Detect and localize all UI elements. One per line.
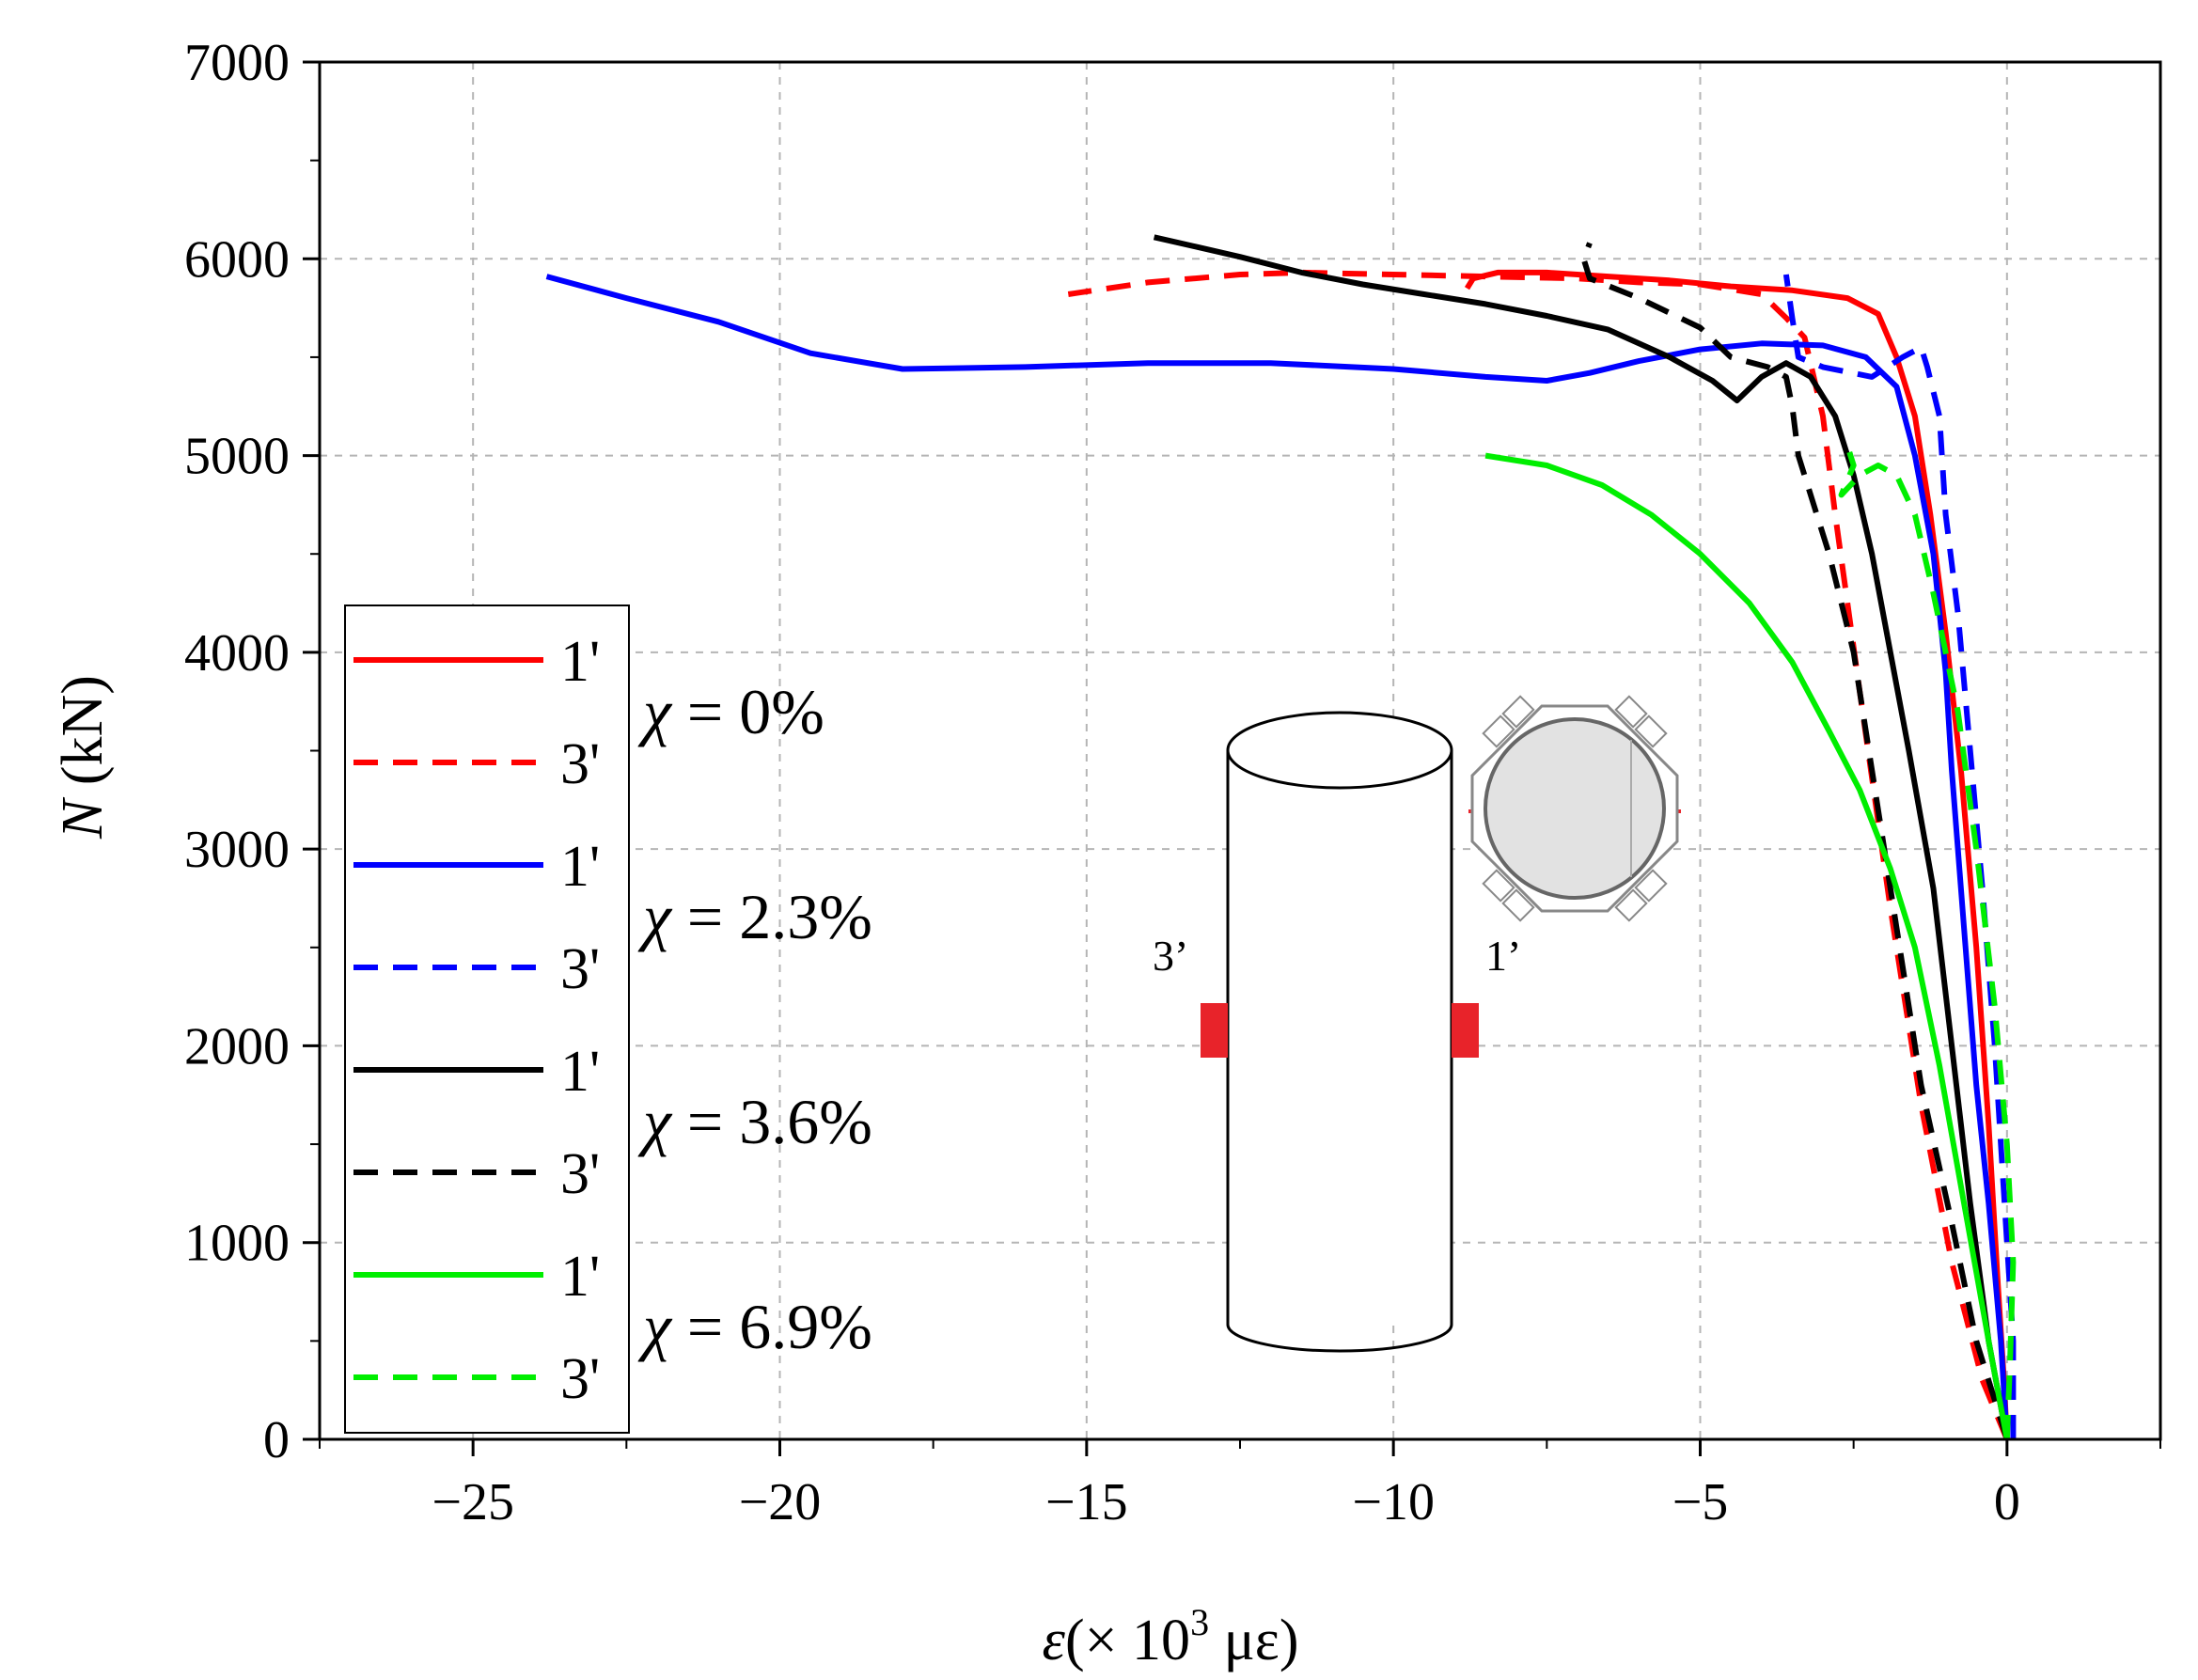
x-axis-title: ε(× 103 με) [1043, 1601, 1299, 1672]
cylinder-top [1226, 711, 1453, 790]
group-label: χ = 2.3% [637, 881, 872, 952]
legend-label: 3' [560, 1347, 600, 1411]
y-tick-label: 3000 [184, 821, 290, 879]
legend-label: 3' [560, 732, 600, 796]
legend-groups: χ = 0%χ = 2.3%χ = 3.6%χ = 6.9% [637, 676, 872, 1362]
ticks: −25 −20 −15 −10 −5 0 0 1000 2000 3000 4000 5000 6000… [184, 34, 2161, 1531]
x-tick-label: −20 [739, 1473, 822, 1531]
y-tick-label: 1000 [184, 1215, 290, 1273]
group-label: χ = 3.6% [637, 1086, 872, 1157]
series-line-4 [1782, 274, 2017, 1439]
y-tick-label: 6000 [184, 230, 290, 289]
series-line-5 [1153, 234, 2010, 1440]
group-value: = 3.6% [671, 1086, 872, 1157]
x-tick-label: −25 [432, 1473, 514, 1531]
legend-label: 1' [560, 835, 600, 899]
group-value: = 2.3% [671, 881, 872, 952]
x-tick-label: −5 [1672, 1473, 1729, 1531]
x-tick-label: −10 [1352, 1473, 1435, 1531]
legend-label: 1' [560, 1040, 600, 1104]
legend-label: 1' [560, 630, 600, 694]
series-line-6 [1580, 242, 2010, 1440]
x-tick-label: −15 [1045, 1473, 1128, 1531]
cylinder-bottom [1226, 1324, 1453, 1353]
section-circle [1484, 717, 1666, 900]
group-label: χ = 6.9% [637, 1291, 872, 1362]
y-tick-label: 0 [263, 1411, 290, 1469]
legend-box [344, 604, 630, 1434]
cylinder-body [1228, 750, 1452, 1325]
group-value: = 0% [671, 676, 824, 747]
section-bolts [1482, 695, 1668, 922]
strain-gauge-1 [1452, 1003, 1479, 1058]
series-line-1 [1464, 269, 2010, 1440]
y-tick-label: 4000 [184, 624, 290, 683]
series-layer [545, 234, 2017, 1441]
specimen-inset: 3’ 1’ [1153, 695, 1681, 1353]
y-tick-label: 5000 [184, 428, 290, 486]
group-label: χ = 0% [637, 676, 824, 747]
legend-label: 1' [560, 1245, 600, 1309]
y-tick-label: 7000 [184, 34, 290, 92]
x-tick-label: 0 [1994, 1473, 2020, 1531]
group-symbol: χ [637, 1291, 673, 1362]
group-value: = 6.9% [671, 1291, 872, 1362]
group-symbol: χ [637, 881, 673, 952]
cross-section [1468, 695, 1681, 922]
y-axis-title: N (kN) [51, 675, 115, 840]
gauge-label-1: 1’ [1485, 932, 1521, 980]
y-tick-label: 2000 [184, 1017, 290, 1076]
legend: 1' 3' 1' 3' 1' 3' 1' 3' [344, 604, 630, 1434]
legend-label: 3' [560, 937, 600, 1001]
series-line-3 [545, 274, 2010, 1440]
series-line-8 [1838, 445, 2017, 1440]
legend-label: 3' [560, 1142, 600, 1206]
group-symbol: χ [637, 676, 673, 747]
series-line-7 [1484, 452, 2010, 1440]
group-symbol: χ [637, 1086, 673, 1157]
strain-gauge-3 [1201, 1003, 1228, 1058]
gauge-label-3: 3’ [1153, 932, 1188, 980]
